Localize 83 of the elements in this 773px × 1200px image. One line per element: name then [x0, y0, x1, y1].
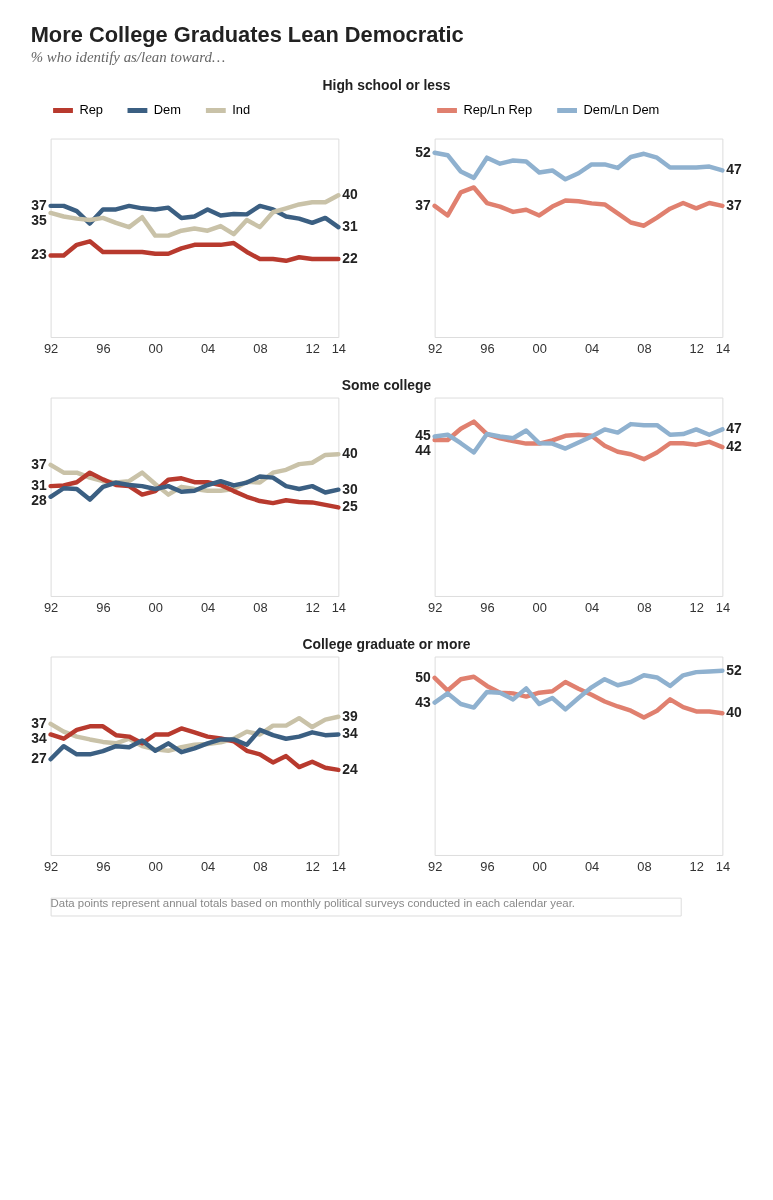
data-label: 37	[31, 714, 47, 731]
data-label: 39	[342, 707, 359, 724]
data-label: 44	[415, 442, 431, 459]
x-tick-label: 14	[715, 341, 731, 357]
x-tick-label: 08	[637, 341, 652, 357]
x-tick-label: 12	[305, 859, 320, 875]
x-tick-label: 14	[331, 859, 347, 875]
data-label: 23	[31, 246, 47, 263]
data-label: 35	[31, 211, 47, 228]
data-label: 30	[342, 480, 359, 497]
x-tick-label: 14	[331, 600, 347, 616]
legend-label: Rep/Ln Rep	[463, 102, 533, 118]
chart-title: More College Graduates Lean Democratic	[30, 21, 464, 47]
x-tick-label: 96	[96, 341, 111, 357]
data-label: 28	[31, 491, 47, 508]
x-tick-label: 08	[637, 600, 652, 616]
data-label: 31	[342, 218, 359, 235]
data-label: 40	[342, 445, 359, 462]
x-tick-label: 96	[96, 859, 111, 875]
x-tick-label: 08	[637, 859, 652, 875]
data-label: 47	[726, 161, 743, 178]
data-label: 40	[342, 186, 359, 203]
x-tick-label: 00	[148, 341, 163, 357]
x-tick-label: 12	[305, 600, 320, 616]
text: Data points represent annual totals based on monthly political surveys conducted in each calendar year.	[50, 896, 575, 909]
legend-label: Dem/Ln Dem	[583, 102, 660, 118]
data-label: 40	[726, 704, 743, 721]
x-tick-label: 92	[43, 341, 59, 357]
legend-label: Rep	[79, 102, 104, 118]
data-label: 34	[31, 729, 47, 746]
x-tick-label: 96	[96, 600, 111, 616]
data-label: 25	[342, 498, 359, 515]
x-tick-label: 14	[331, 341, 347, 357]
data-label: 34	[342, 725, 359, 742]
x-tick-label: 12	[689, 341, 704, 357]
x-tick-label: 92	[427, 600, 443, 616]
data-label: 52	[726, 661, 743, 678]
x-tick-label: 96	[480, 859, 495, 875]
x-tick-label: 96	[480, 341, 495, 357]
x-tick-label: 92	[43, 859, 59, 875]
x-tick-label: 92	[427, 341, 443, 357]
data-label: 37	[31, 196, 47, 213]
x-tick-label: 92	[427, 859, 443, 875]
x-tick-label: 04	[584, 600, 600, 616]
data-label: 43	[415, 693, 431, 710]
data-label: 27	[31, 750, 47, 767]
legend-label: Ind	[232, 102, 251, 118]
x-tick-label: 00	[148, 600, 163, 616]
data-label: 52	[415, 143, 431, 160]
data-label: 45	[415, 427, 431, 444]
data-label: 22	[342, 250, 359, 266]
data-label: 37	[31, 455, 47, 472]
x-tick-label: 96	[480, 600, 495, 616]
x-tick-label: 14	[715, 859, 731, 875]
x-tick-label: 12	[305, 341, 320, 357]
x-tick-label: 00	[532, 341, 547, 357]
x-tick-label: 04	[200, 600, 216, 616]
data-label: 37	[726, 196, 743, 213]
data-label: 37	[415, 196, 431, 213]
data-label: 50	[415, 668, 431, 685]
data-label: 42	[726, 438, 743, 455]
x-tick-label: 00	[532, 600, 547, 616]
x-tick-label: 00	[148, 859, 163, 875]
data-label: 24	[342, 760, 359, 777]
x-tick-label: 04	[584, 341, 600, 357]
x-tick-label: 04	[200, 859, 216, 875]
x-tick-label: 12	[689, 600, 704, 616]
x-tick-label: 14	[715, 600, 731, 616]
x-tick-label: 08	[253, 600, 268, 616]
x-tick-label: 08	[253, 341, 268, 357]
x-tick-label: 04	[584, 859, 600, 875]
text: High school or less	[322, 77, 451, 94]
x-tick-label: 92	[43, 600, 59, 616]
chart-subtitle: % who identify as/lean toward…	[30, 48, 226, 65]
x-tick-label: 12	[689, 859, 704, 875]
data-label: 47	[726, 420, 743, 437]
x-tick-label: 08	[253, 859, 268, 875]
legend-label: Dem	[153, 102, 181, 118]
data-label: 31	[31, 477, 47, 494]
x-tick-label: 00	[532, 859, 547, 875]
x-tick-label: 04	[200, 341, 216, 357]
text: College graduate or more	[302, 636, 471, 653]
text: Some college	[341, 377, 432, 394]
